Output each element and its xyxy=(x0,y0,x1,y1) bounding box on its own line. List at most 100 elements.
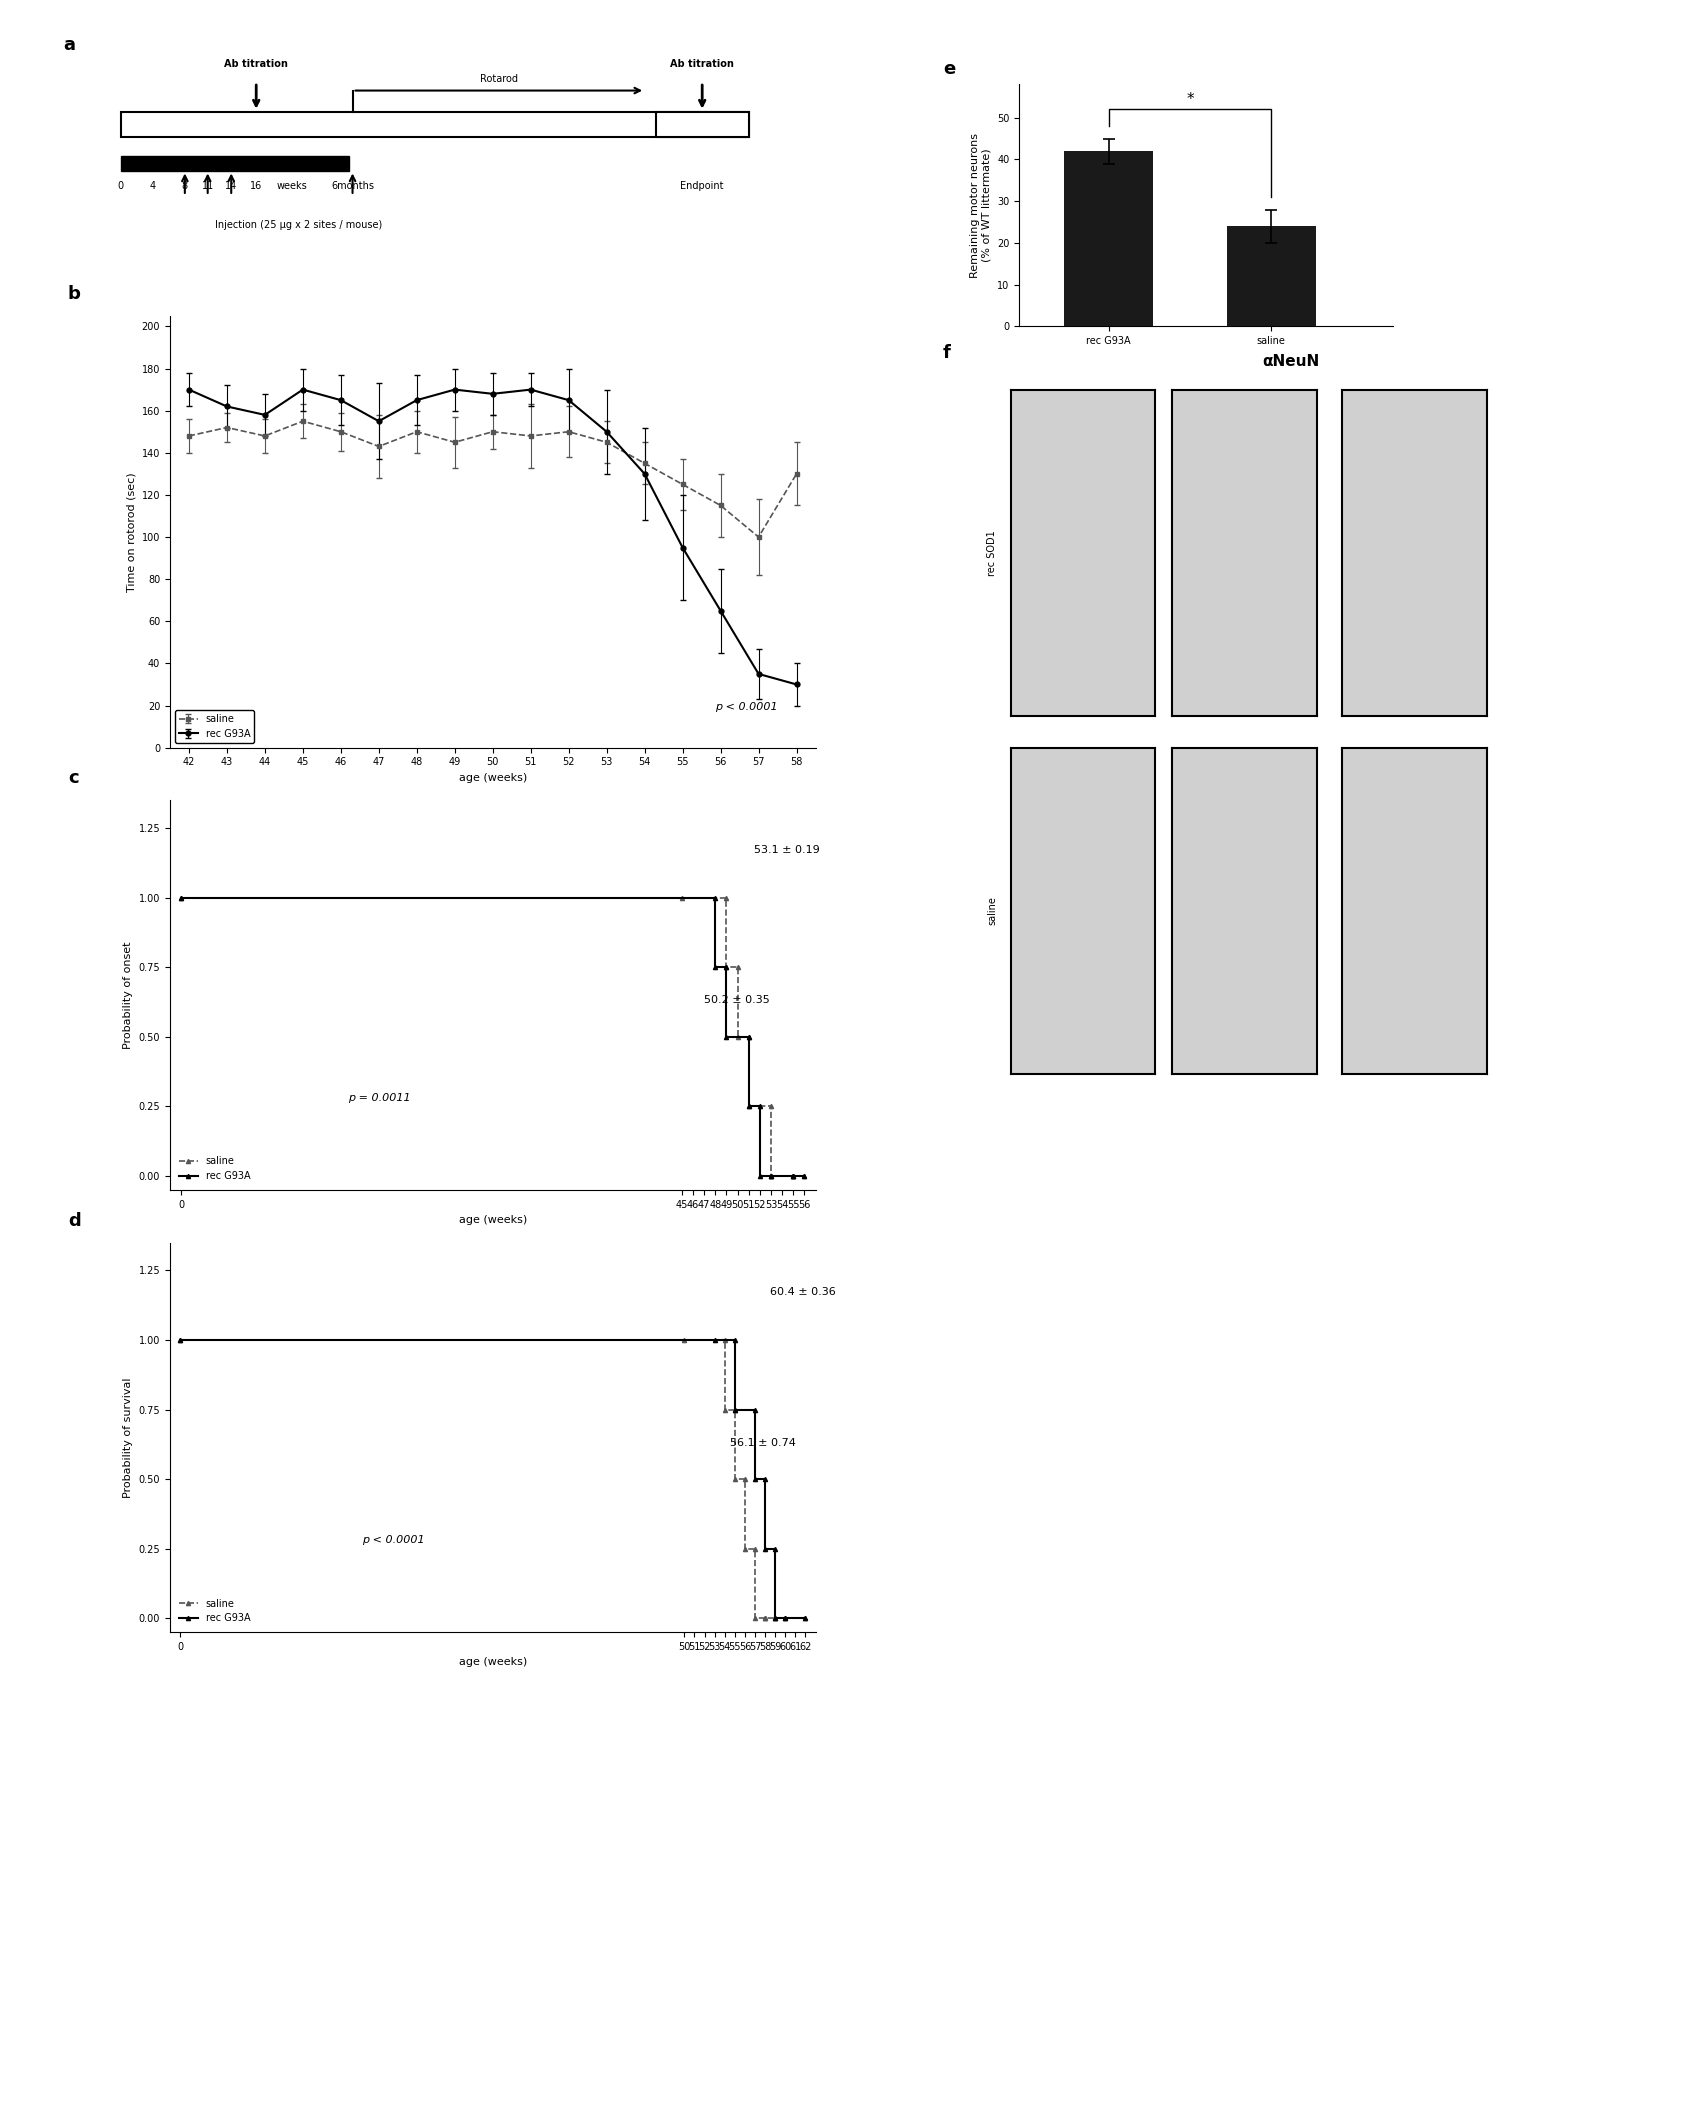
Text: b: b xyxy=(68,284,82,303)
rec G93A xyxy=(739,1024,759,1049)
rec G93A xyxy=(717,1024,737,1049)
saline xyxy=(795,1605,815,1630)
Y-axis label: Time on rotorod (sec): Time on rotorod (sec) xyxy=(126,472,136,592)
rec G93A xyxy=(761,1163,781,1188)
rec G93A xyxy=(705,885,725,910)
Line: rec G93A: rec G93A xyxy=(178,895,807,1177)
rec G93A xyxy=(744,1396,764,1422)
rec G93A xyxy=(170,1327,190,1352)
Text: rec SOD1: rec SOD1 xyxy=(987,531,997,575)
Text: 56.1 ± 0.74: 56.1 ± 0.74 xyxy=(730,1438,795,1447)
X-axis label: age (weeks): age (weeks) xyxy=(458,1215,526,1226)
saline xyxy=(674,1327,694,1352)
saline xyxy=(734,1466,754,1491)
rec G93A xyxy=(764,1605,784,1630)
saline xyxy=(715,1396,735,1422)
Text: p < 0.0001: p < 0.0001 xyxy=(715,701,778,712)
Text: 60.4 ± 0.36: 60.4 ± 0.36 xyxy=(769,1287,835,1297)
Text: 16: 16 xyxy=(250,181,261,192)
rec G93A xyxy=(754,1535,774,1561)
rec G93A xyxy=(171,885,192,910)
rec G93A xyxy=(761,1163,781,1188)
rec G93A xyxy=(705,954,725,979)
X-axis label: age (weeks): age (weeks) xyxy=(458,1657,526,1668)
Text: 4: 4 xyxy=(149,181,156,192)
Text: saline: saline xyxy=(987,897,997,925)
X-axis label: age (weeks): age (weeks) xyxy=(458,773,526,783)
Text: Rotarod: Rotarod xyxy=(479,74,518,84)
saline xyxy=(727,954,747,979)
Text: e: e xyxy=(942,59,954,78)
saline xyxy=(754,1605,774,1630)
Text: c: c xyxy=(68,769,78,788)
Text: 6months: 6months xyxy=(331,181,374,192)
saline xyxy=(793,1163,813,1188)
saline xyxy=(734,1535,754,1561)
rec G93A xyxy=(723,1396,744,1422)
rec G93A xyxy=(754,1466,774,1491)
rec G93A xyxy=(749,1163,769,1188)
saline xyxy=(171,885,192,910)
Bar xyxy=(121,112,749,137)
Legend: saline, rec G93A: saline, rec G93A xyxy=(175,1594,255,1628)
saline xyxy=(723,1396,744,1422)
rec G93A xyxy=(723,1327,744,1352)
Text: Endpoint: Endpoint xyxy=(679,181,723,192)
saline xyxy=(715,1327,735,1352)
saline xyxy=(764,1605,784,1630)
saline xyxy=(727,1024,747,1049)
Bar xyxy=(1226,225,1316,326)
rec G93A xyxy=(783,1163,803,1188)
saline xyxy=(170,1327,190,1352)
saline xyxy=(783,1163,803,1188)
rec G93A xyxy=(749,1093,769,1118)
Text: weeks: weeks xyxy=(277,181,307,192)
Text: 0: 0 xyxy=(117,181,124,192)
Text: p = 0.0011: p = 0.0011 xyxy=(348,1093,411,1104)
Text: Injection (25 μg x 2 sites / mouse): Injection (25 μg x 2 sites / mouse) xyxy=(216,221,382,230)
rec G93A xyxy=(774,1605,795,1630)
saline xyxy=(754,1605,774,1630)
Y-axis label: Probability of onset: Probability of onset xyxy=(122,941,132,1049)
Text: a: a xyxy=(63,36,75,55)
Y-axis label: Probability of survival: Probability of survival xyxy=(122,1377,132,1497)
Text: 53.1 ± 0.19: 53.1 ± 0.19 xyxy=(754,845,820,855)
Text: 50.2 ± 0.35: 50.2 ± 0.35 xyxy=(703,996,769,1005)
saline xyxy=(744,1535,764,1561)
saline xyxy=(744,1605,764,1630)
Text: *: * xyxy=(1185,93,1194,107)
rec G93A xyxy=(739,1093,759,1118)
Legend: saline, rec G93A: saline, rec G93A xyxy=(175,710,255,743)
Line: saline: saline xyxy=(178,1337,807,1620)
rec G93A xyxy=(705,1327,725,1352)
rec G93A xyxy=(774,1605,795,1630)
saline xyxy=(671,885,691,910)
Text: 11: 11 xyxy=(202,181,214,192)
saline xyxy=(739,1024,759,1049)
Text: Ab titration: Ab titration xyxy=(671,59,734,69)
saline xyxy=(739,1093,759,1118)
Text: f: f xyxy=(942,343,951,362)
Text: p < 0.0001: p < 0.0001 xyxy=(362,1535,424,1546)
Y-axis label: Remaining motor neurons
(% of WT littermate): Remaining motor neurons (% of WT litterm… xyxy=(970,133,992,278)
Line: saline: saline xyxy=(178,895,807,1177)
rec G93A xyxy=(795,1605,815,1630)
saline xyxy=(761,1163,781,1188)
Bar xyxy=(655,112,749,137)
Legend: saline, rec G93A: saline, rec G93A xyxy=(175,1152,255,1186)
rec G93A xyxy=(783,1163,803,1188)
Text: 8: 8 xyxy=(182,181,188,192)
Text: d: d xyxy=(68,1211,82,1230)
saline xyxy=(723,1466,744,1491)
saline xyxy=(783,1163,803,1188)
rec G93A xyxy=(744,1466,764,1491)
saline xyxy=(761,1093,781,1118)
saline xyxy=(717,885,737,910)
rec G93A xyxy=(764,1535,784,1561)
Text: 14: 14 xyxy=(224,181,238,192)
saline xyxy=(764,1605,784,1630)
Bar xyxy=(121,156,348,171)
rec G93A xyxy=(793,1163,813,1188)
Line: rec G93A: rec G93A xyxy=(178,1337,807,1620)
Bar xyxy=(1063,152,1153,326)
